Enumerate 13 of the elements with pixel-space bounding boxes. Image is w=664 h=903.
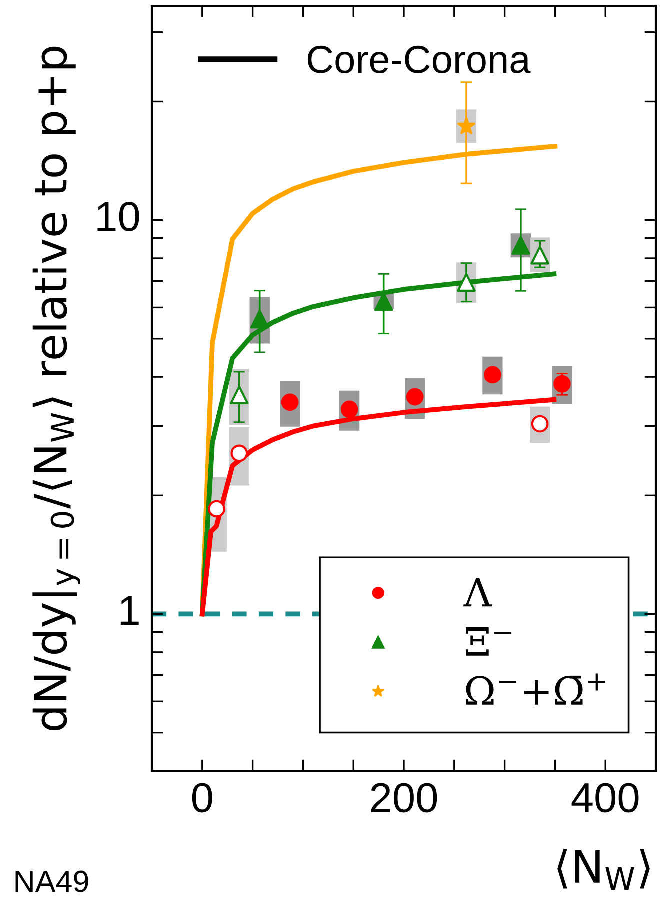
legend-label: Ξ$^{−}$ [466,628,512,656]
x-axis-title: ⟨N$_{W}$⟩ [558,849,650,890]
x-tick-label: 400 [572,783,639,813]
legend-label: Λ [464,578,492,607]
y-tick-label: 10 [98,202,140,232]
legend-label: Ω$^{−}$+Ω̄$^{+}$ [466,674,606,705]
y-axis-title: dN/dy|$_{y=0}$/⟨N$_{W}$⟩ relative to p+p [32,46,80,730]
x-tick-label: 0 [192,783,212,813]
y-tick-label: 1 [120,596,139,626]
x-tick-label: 200 [371,783,438,813]
annotation: Core-Corona [308,46,531,74]
line-series [200,397,557,617]
text: NA49 [16,870,88,892]
